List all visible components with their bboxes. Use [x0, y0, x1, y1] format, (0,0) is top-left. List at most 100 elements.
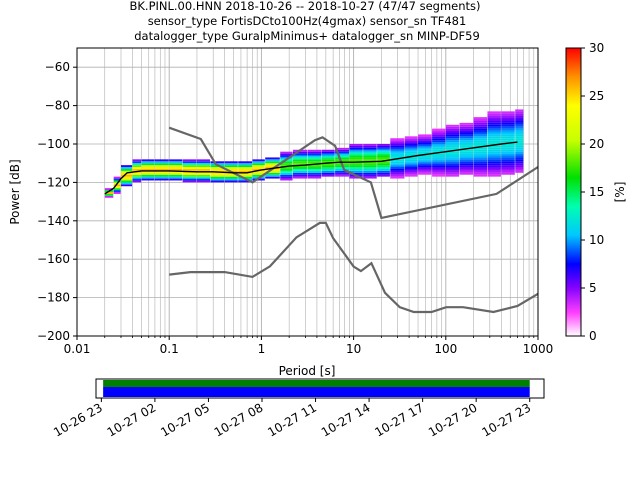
- density-cell: [154, 161, 169, 164]
- density-cell: [280, 153, 293, 156]
- density-cell: [349, 144, 363, 146]
- density-cell: [280, 155, 293, 158]
- density-cell: [473, 163, 488, 166]
- density-cell: [445, 159, 460, 162]
- density-cell: [445, 172, 460, 175]
- density-cell: [515, 168, 524, 171]
- density-cell: [501, 132, 515, 135]
- density-cell: [501, 170, 515, 173]
- density-cell: [515, 117, 524, 120]
- density-cell: [445, 155, 460, 158]
- density-cell: [459, 145, 474, 148]
- density-cell: [182, 163, 197, 166]
- density-cell: [169, 168, 183, 171]
- density-cell: [120, 180, 133, 183]
- density-cell: [141, 174, 155, 177]
- density-cell: [501, 157, 515, 160]
- density-cell: [445, 130, 460, 133]
- time-tick-label: 10-27 14: [319, 400, 373, 439]
- density-cell: [390, 167, 405, 169]
- density-cell: [445, 138, 460, 141]
- density-cell: [349, 170, 363, 173]
- density-cell: [418, 168, 432, 171]
- density-cell: [473, 151, 488, 154]
- density-cell: [169, 170, 183, 173]
- density-cell: [404, 149, 418, 152]
- density-cell: [501, 134, 515, 137]
- density-cell: [418, 136, 432, 139]
- density-cell: [445, 144, 460, 146]
- time-tick-label: 10-27 17: [372, 400, 426, 439]
- density-cell: [113, 176, 121, 179]
- density-cell: [252, 170, 265, 173]
- x-axis-label: Period [s]: [279, 364, 336, 378]
- density-cell: [473, 136, 488, 139]
- density-cell: [377, 145, 390, 148]
- density-cell: [132, 176, 142, 179]
- density-cell: [515, 155, 524, 158]
- density-cell: [182, 180, 197, 183]
- density-cell: [501, 113, 515, 116]
- density-cell: [487, 168, 501, 171]
- density-cell: [265, 159, 280, 162]
- density-cell: [404, 168, 418, 171]
- density-cell: [120, 168, 133, 171]
- density-cell: [132, 163, 142, 166]
- density-cell: [459, 144, 474, 146]
- density-cell: [473, 170, 488, 173]
- colorbar-tick-label: 30: [589, 41, 604, 55]
- density-cell: [113, 192, 121, 194]
- density-cell: [390, 151, 405, 154]
- density-cell: [210, 167, 225, 169]
- y-tick-label: −140: [37, 214, 70, 228]
- density-cell: [363, 163, 377, 166]
- density-cell: [459, 149, 474, 152]
- density-cell: [487, 161, 501, 164]
- time-tick-label: 10-27 05: [158, 400, 212, 439]
- density-cell: [363, 176, 377, 179]
- density-cell: [418, 142, 432, 144]
- density-cell: [307, 151, 322, 154]
- density-cell: [418, 172, 432, 175]
- figure-title-line-1: BK.PINL.00.HNN 2018-10-26 -- 2018-10-27 …: [129, 0, 480, 13]
- density-cell: [169, 178, 183, 181]
- grid-lines: [76, 48, 538, 337]
- density-cell: [154, 178, 169, 181]
- density-cell: [515, 153, 524, 156]
- density-cell: [349, 155, 363, 158]
- density-cell: [196, 161, 211, 164]
- density-cell: [335, 168, 349, 171]
- y-tick-label: −120: [37, 175, 70, 189]
- density-cell: [432, 167, 446, 169]
- density-cell: [445, 128, 460, 131]
- density-cell: [459, 130, 474, 133]
- density-cell: [459, 138, 474, 141]
- figure-title-line-2: sensor_type FortisDCto100Hz(4gmax) senso…: [148, 14, 467, 28]
- density-cell: [252, 165, 265, 168]
- density-cell: [238, 170, 253, 173]
- density-cell: [515, 134, 524, 137]
- density-cell: [473, 174, 488, 177]
- density-cell: [515, 120, 524, 123]
- density-cell: [104, 195, 114, 198]
- density-cell: [280, 168, 293, 171]
- density-cell: [182, 174, 197, 177]
- density-cell: [487, 124, 501, 127]
- density-cell: [418, 134, 432, 137]
- density-cell: [459, 142, 474, 144]
- density-cell: [154, 172, 169, 175]
- density-cell: [487, 153, 501, 156]
- density-cell: [377, 155, 390, 158]
- density-cell: [459, 155, 474, 158]
- density-cell: [418, 140, 432, 143]
- density-cell: [473, 149, 488, 152]
- time-axis-ticks: 10-26 23 10-27 02 10-27 05 10-27 08 10-27 11…: [51, 398, 533, 440]
- density-cell: [377, 151, 390, 154]
- density-cell: [169, 163, 183, 166]
- density-cell: [404, 145, 418, 148]
- density-cell: [515, 128, 524, 131]
- density-cell: [473, 165, 488, 168]
- density-cell: [404, 165, 418, 168]
- density-cell: [141, 170, 155, 173]
- density-cell: [432, 138, 446, 141]
